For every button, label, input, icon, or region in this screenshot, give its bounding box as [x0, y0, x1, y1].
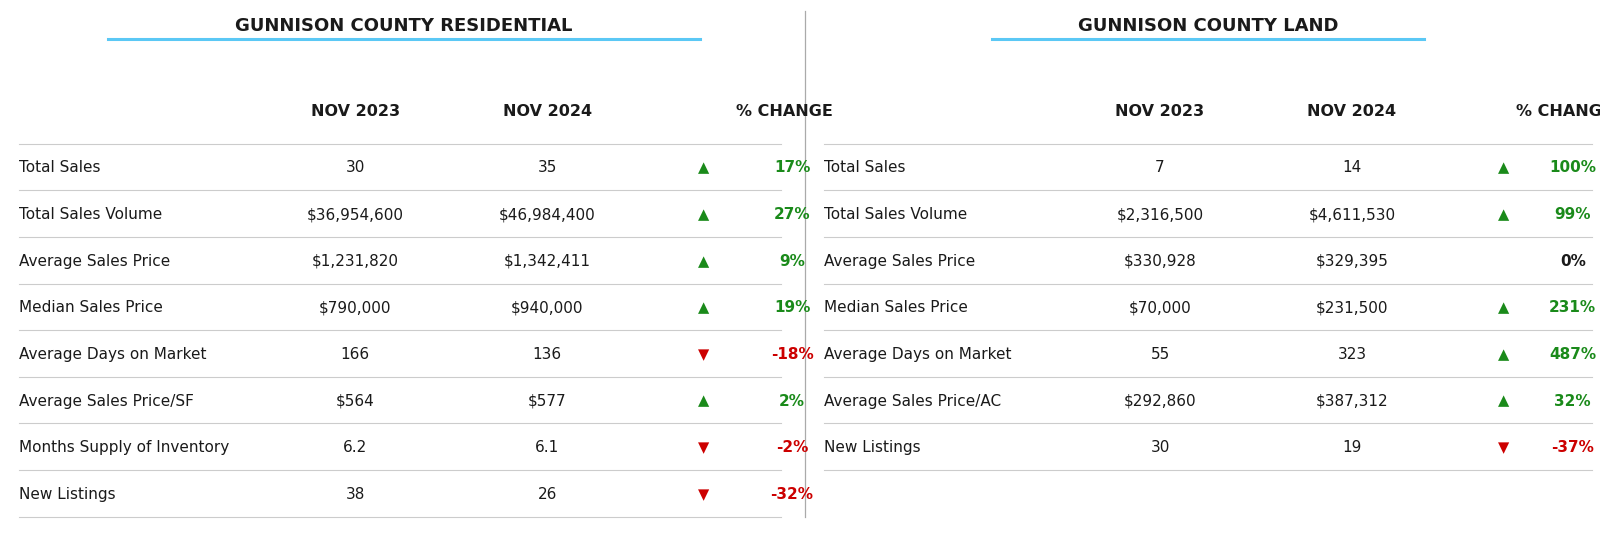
Text: ▲: ▲	[698, 300, 710, 316]
Text: ▲: ▲	[1498, 300, 1510, 316]
Text: 231%: 231%	[1549, 300, 1597, 316]
Text: % CHANGE: % CHANGE	[1517, 104, 1600, 119]
Text: $1,231,820: $1,231,820	[312, 254, 398, 269]
Text: 14: 14	[1342, 160, 1362, 175]
Text: 6.2: 6.2	[342, 440, 368, 455]
Text: Total Sales Volume: Total Sales Volume	[824, 207, 968, 222]
Text: -18%: -18%	[771, 347, 813, 362]
Text: $940,000: $940,000	[510, 300, 584, 316]
Text: 19%: 19%	[774, 300, 810, 316]
Text: 26: 26	[538, 487, 557, 502]
Text: 0%: 0%	[1560, 254, 1586, 269]
Text: Average Sales Price: Average Sales Price	[824, 254, 976, 269]
Text: Median Sales Price: Median Sales Price	[19, 300, 163, 316]
Text: $2,316,500: $2,316,500	[1117, 207, 1203, 222]
Text: 6.1: 6.1	[534, 440, 560, 455]
Text: New Listings: New Listings	[824, 440, 920, 455]
Text: Average Sales Price/SF: Average Sales Price/SF	[19, 393, 194, 409]
Text: 35: 35	[538, 160, 557, 175]
Text: NOV 2024: NOV 2024	[502, 104, 592, 119]
Text: ▲: ▲	[698, 393, 710, 409]
Text: ▲: ▲	[698, 160, 710, 175]
Text: GUNNISON COUNTY RESIDENTIAL: GUNNISON COUNTY RESIDENTIAL	[235, 17, 573, 35]
Text: 30: 30	[1150, 440, 1170, 455]
Text: $564: $564	[336, 393, 374, 409]
Text: 32%: 32%	[1555, 393, 1590, 409]
Text: Average Days on Market: Average Days on Market	[824, 347, 1011, 362]
Text: $790,000: $790,000	[318, 300, 392, 316]
Text: New Listings: New Listings	[19, 487, 115, 502]
Text: 100%: 100%	[1549, 160, 1597, 175]
Text: 27%: 27%	[774, 207, 810, 222]
Text: $36,954,600: $36,954,600	[307, 207, 403, 222]
Text: 7: 7	[1155, 160, 1165, 175]
Text: -2%: -2%	[776, 440, 808, 455]
Text: Average Sales Price/AC: Average Sales Price/AC	[824, 393, 1002, 409]
Text: 487%: 487%	[1549, 347, 1597, 362]
Text: NOV 2024: NOV 2024	[1307, 104, 1397, 119]
Text: $387,312: $387,312	[1315, 393, 1389, 409]
Text: 55: 55	[1150, 347, 1170, 362]
Text: NOV 2023: NOV 2023	[1115, 104, 1205, 119]
Text: -32%: -32%	[771, 487, 813, 502]
Text: ▲: ▲	[698, 207, 710, 222]
Text: 17%: 17%	[774, 160, 810, 175]
Text: 30: 30	[346, 160, 365, 175]
Text: $330,928: $330,928	[1123, 254, 1197, 269]
Text: Median Sales Price: Median Sales Price	[824, 300, 968, 316]
Text: ▲: ▲	[1498, 207, 1510, 222]
Text: ▲: ▲	[1498, 393, 1510, 409]
Text: Total Sales: Total Sales	[19, 160, 101, 175]
Text: $4,611,530: $4,611,530	[1309, 207, 1395, 222]
Text: $70,000: $70,000	[1128, 300, 1192, 316]
Text: $577: $577	[528, 393, 566, 409]
Text: Total Sales Volume: Total Sales Volume	[19, 207, 163, 222]
Text: $1,342,411: $1,342,411	[504, 254, 590, 269]
Text: $329,395: $329,395	[1315, 254, 1389, 269]
Text: ▼: ▼	[1498, 440, 1510, 455]
Text: 323: 323	[1338, 347, 1366, 362]
Text: 19: 19	[1342, 440, 1362, 455]
Text: 136: 136	[533, 347, 562, 362]
Text: ▲: ▲	[1498, 347, 1510, 362]
Text: 166: 166	[341, 347, 370, 362]
Text: Average Sales Price: Average Sales Price	[19, 254, 171, 269]
Text: NOV 2023: NOV 2023	[310, 104, 400, 119]
Text: ▼: ▼	[698, 487, 710, 502]
Text: ▲: ▲	[1498, 160, 1510, 175]
Text: 99%: 99%	[1555, 207, 1590, 222]
Text: $292,860: $292,860	[1123, 393, 1197, 409]
Text: $231,500: $231,500	[1315, 300, 1389, 316]
Text: ▼: ▼	[698, 347, 710, 362]
Text: 38: 38	[346, 487, 365, 502]
Text: ▲: ▲	[698, 254, 710, 269]
Text: 2%: 2%	[779, 393, 805, 409]
Text: ▼: ▼	[698, 440, 710, 455]
Text: $46,984,400: $46,984,400	[499, 207, 595, 222]
Text: Total Sales: Total Sales	[824, 160, 906, 175]
Text: -37%: -37%	[1552, 440, 1594, 455]
Text: Average Days on Market: Average Days on Market	[19, 347, 206, 362]
Text: 9%: 9%	[779, 254, 805, 269]
Text: GUNNISON COUNTY LAND: GUNNISON COUNTY LAND	[1078, 17, 1338, 35]
Text: % CHANGE: % CHANGE	[736, 104, 832, 119]
Text: Months Supply of Inventory: Months Supply of Inventory	[19, 440, 229, 455]
